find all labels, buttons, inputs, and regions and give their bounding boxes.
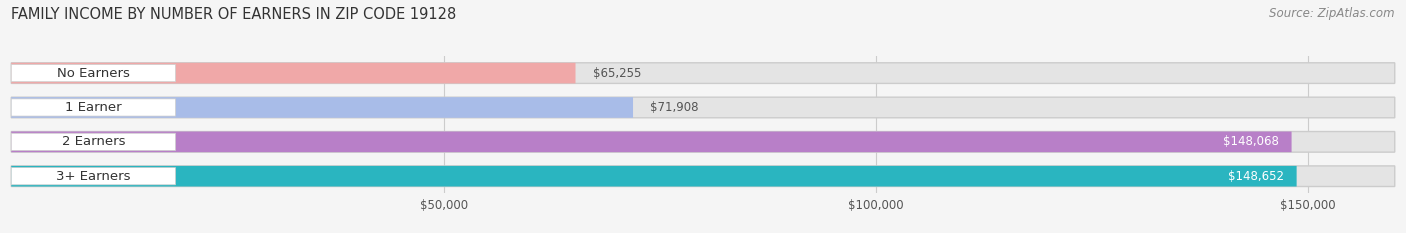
FancyBboxPatch shape bbox=[11, 168, 176, 185]
Text: 1 Earner: 1 Earner bbox=[65, 101, 122, 114]
FancyBboxPatch shape bbox=[11, 99, 176, 116]
Text: FAMILY INCOME BY NUMBER OF EARNERS IN ZIP CODE 19128: FAMILY INCOME BY NUMBER OF EARNERS IN ZI… bbox=[11, 7, 457, 22]
Text: 3+ Earners: 3+ Earners bbox=[56, 170, 131, 183]
FancyBboxPatch shape bbox=[11, 131, 1292, 152]
Text: 2 Earners: 2 Earners bbox=[62, 135, 125, 148]
FancyBboxPatch shape bbox=[11, 131, 1395, 152]
FancyBboxPatch shape bbox=[11, 63, 1395, 83]
Text: No Earners: No Earners bbox=[58, 67, 129, 80]
FancyBboxPatch shape bbox=[11, 166, 1296, 186]
FancyBboxPatch shape bbox=[11, 63, 575, 83]
FancyBboxPatch shape bbox=[11, 97, 633, 118]
Text: $148,068: $148,068 bbox=[1223, 135, 1278, 148]
Text: Source: ZipAtlas.com: Source: ZipAtlas.com bbox=[1270, 7, 1395, 20]
Text: $148,652: $148,652 bbox=[1227, 170, 1284, 183]
Text: $65,255: $65,255 bbox=[593, 67, 641, 80]
FancyBboxPatch shape bbox=[11, 65, 176, 82]
FancyBboxPatch shape bbox=[11, 133, 176, 151]
FancyBboxPatch shape bbox=[11, 166, 1395, 186]
Text: $71,908: $71,908 bbox=[651, 101, 699, 114]
FancyBboxPatch shape bbox=[11, 97, 1395, 118]
